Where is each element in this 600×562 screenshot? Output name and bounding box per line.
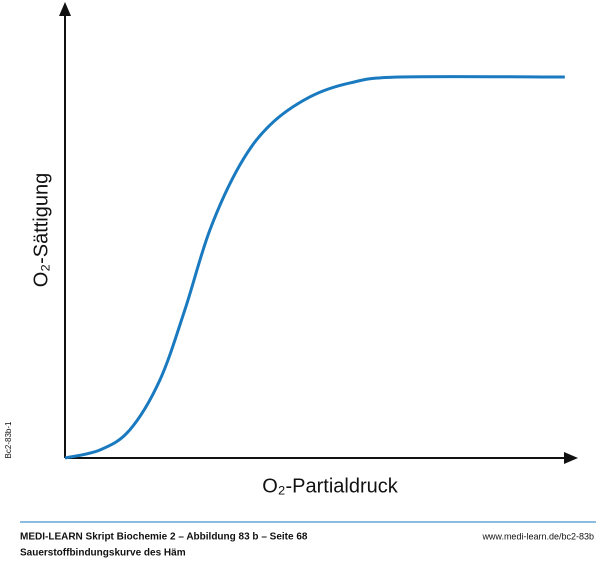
x-arrow (564, 452, 578, 464)
y-axis-label: O₂-Sättigung (30, 173, 52, 288)
footer-title: MEDI-LEARN Skript Biochemie 2 – Abbildun… (20, 532, 308, 543)
footer-caption: Sauerstoffbindungskurve des Häm (20, 548, 186, 559)
footer-url: www.medi-learn.de/bc2-83b (481, 531, 594, 541)
y-arrow (59, 2, 71, 16)
figure-code: Bc2-83b-1 (4, 421, 13, 458)
curve (64, 75, 565, 460)
x-axis-label: O₂-Partialdruck (262, 475, 399, 497)
